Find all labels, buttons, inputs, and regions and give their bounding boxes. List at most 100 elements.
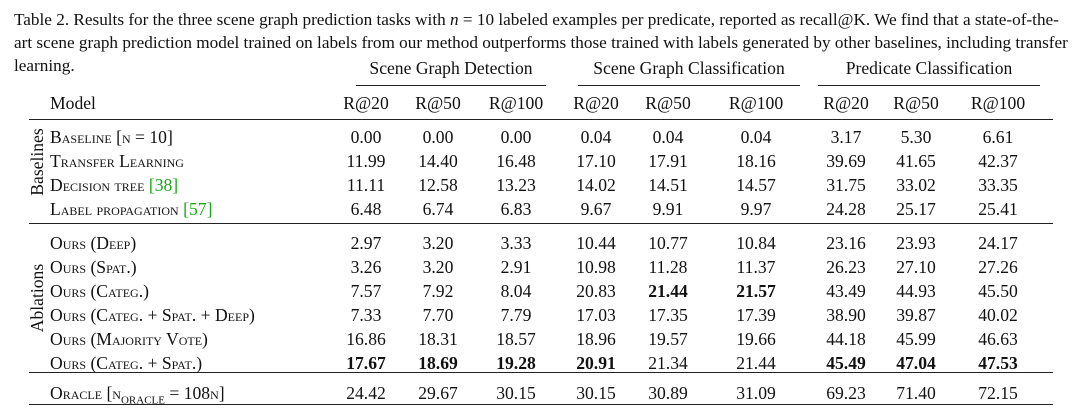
group-header: Predicate Classification [845,58,1013,78]
table-caption: Table 2. Results for the three scene gra… [14,8,1074,77]
citation-link[interactable]: [57] [183,199,213,219]
table-cell: 2.97 [350,233,382,253]
table-cell: 6.61 [982,127,1014,147]
table-cell: 18.57 [496,329,536,349]
table-cell: 2.91 [500,257,532,277]
table-cell: 21.34 [648,353,688,373]
table-cell: 44.18 [826,329,866,349]
column-header-metric: R@50 [893,93,939,113]
table-cell: 9.97 [740,199,772,219]
column-header-metric: R@20 [823,93,869,113]
group-underline [356,85,546,86]
table-cell: 11.28 [648,257,688,277]
table-cell: 7.70 [422,305,454,325]
table-cell: 0.00 [350,127,382,147]
model-name-text: Ours (Categ. + Spat. + Deep) [50,305,255,325]
table-cell: 21.57 [736,281,776,301]
model-name-text: Ours (Majority Vote) [50,329,208,349]
table-cell: 20.83 [576,281,616,301]
table-cell: 27.10 [896,257,936,277]
row-model-name: Baseline [n = 10] [50,126,173,148]
table-cell: 29.67 [418,383,458,403]
table-rule [29,404,1053,405]
table-cell: 30.15 [496,383,536,403]
citation-link[interactable]: [38] [148,175,179,195]
table-cell: 16.86 [346,329,386,349]
table-cell: 33.02 [896,175,936,195]
table-cell: 14.57 [736,175,776,195]
table-cell: 11.11 [346,175,386,195]
table-cell: 45.50 [978,281,1018,301]
table-cell: 7.57 [350,281,382,301]
table-cell: 24.28 [826,199,866,219]
table-cell: 23.16 [826,233,866,253]
table-cell: 9.91 [652,199,684,219]
table-cell: 3.17 [830,127,862,147]
model-name-text: Transfer Learning [50,151,184,171]
table-cell: 0.04 [740,127,772,147]
table-cell: 23.93 [896,233,936,253]
table-cell: 17.67 [346,353,386,373]
column-header-metric: R@100 [970,93,1026,113]
section-label-ablations: Ablations [27,263,47,333]
table-cell: 9.67 [580,199,612,219]
table-cell: 31.75 [826,175,866,195]
table-cell: 3.26 [350,257,382,277]
table-cell: 47.04 [896,353,936,373]
column-header-metric: R@100 [488,93,544,113]
table-rule [29,372,1053,373]
table-cell: 27.26 [978,257,1018,277]
table-cell: 21.44 [648,281,688,301]
row-model-name: Oracle [nORACLE = 108n] [50,382,225,412]
row-model-name: Ours (Deep) [50,232,136,254]
table-cell: 17.10 [576,151,616,171]
table-cell: 14.02 [576,175,616,195]
column-header-metric: R@100 [728,93,784,113]
table-cell: 0.00 [500,127,532,147]
model-name-text: Ours (Deep) [50,233,137,253]
row-model-name: Ours (Categ.) [50,280,149,302]
column-header-metric: R@20 [343,93,389,113]
table-cell: 12.58 [418,175,458,195]
table-cell: 20.91 [576,353,616,373]
table-cell: 24.42 [346,383,386,403]
table-cell: 40.02 [978,305,1018,325]
table-cell: 6.48 [350,199,382,219]
table-cell: 7.92 [422,281,454,301]
table-cell: 3.20 [422,257,454,277]
table-rule [29,223,1053,224]
table-cell: 5.30 [900,127,932,147]
column-header-metric: R@20 [573,93,619,113]
table-cell: 25.17 [896,199,936,219]
table-cell: 6.83 [500,199,532,219]
group-header: Scene Graph Classification [593,58,785,78]
table-cell: 19.28 [496,353,536,373]
table-cell: 7.79 [500,305,532,325]
table-cell: 41.65 [896,151,936,171]
table-cell: 30.15 [576,383,616,403]
table-cell: 26.23 [826,257,866,277]
table-cell: 46.63 [978,329,1018,349]
table-cell: 19.57 [648,329,688,349]
table-cell: 43.49 [826,281,866,301]
row-model-name: Ours (Majority Vote) [50,328,208,350]
table-cell: 33.35 [978,175,1018,195]
table-cell: 42.37 [978,151,1018,171]
table-cell: 19.66 [736,329,776,349]
model-name-text: Oracle [n [50,383,121,403]
section-label-baselines: Baselines [27,128,47,196]
table-cell: 45.99 [896,329,936,349]
group-underline [578,85,800,86]
model-name-text: Baseline [n = 10] [50,127,173,147]
column-header-model: Model [50,93,96,113]
table-cell: 31.09 [736,383,776,403]
table-cell: 17.35 [648,305,688,325]
table-cell: 44.93 [896,281,936,301]
row-model-name: Ours (Spat.) [50,256,137,278]
model-name-text: Label propagation [50,199,184,219]
row-model-name: Transfer Learning [50,150,184,172]
table-cell: 18.96 [576,329,616,349]
table-cell: 14.51 [648,175,688,195]
model-name-text: Decision tree [50,175,149,195]
row-model-name: Ours (Categ. + Spat.) [50,352,202,374]
